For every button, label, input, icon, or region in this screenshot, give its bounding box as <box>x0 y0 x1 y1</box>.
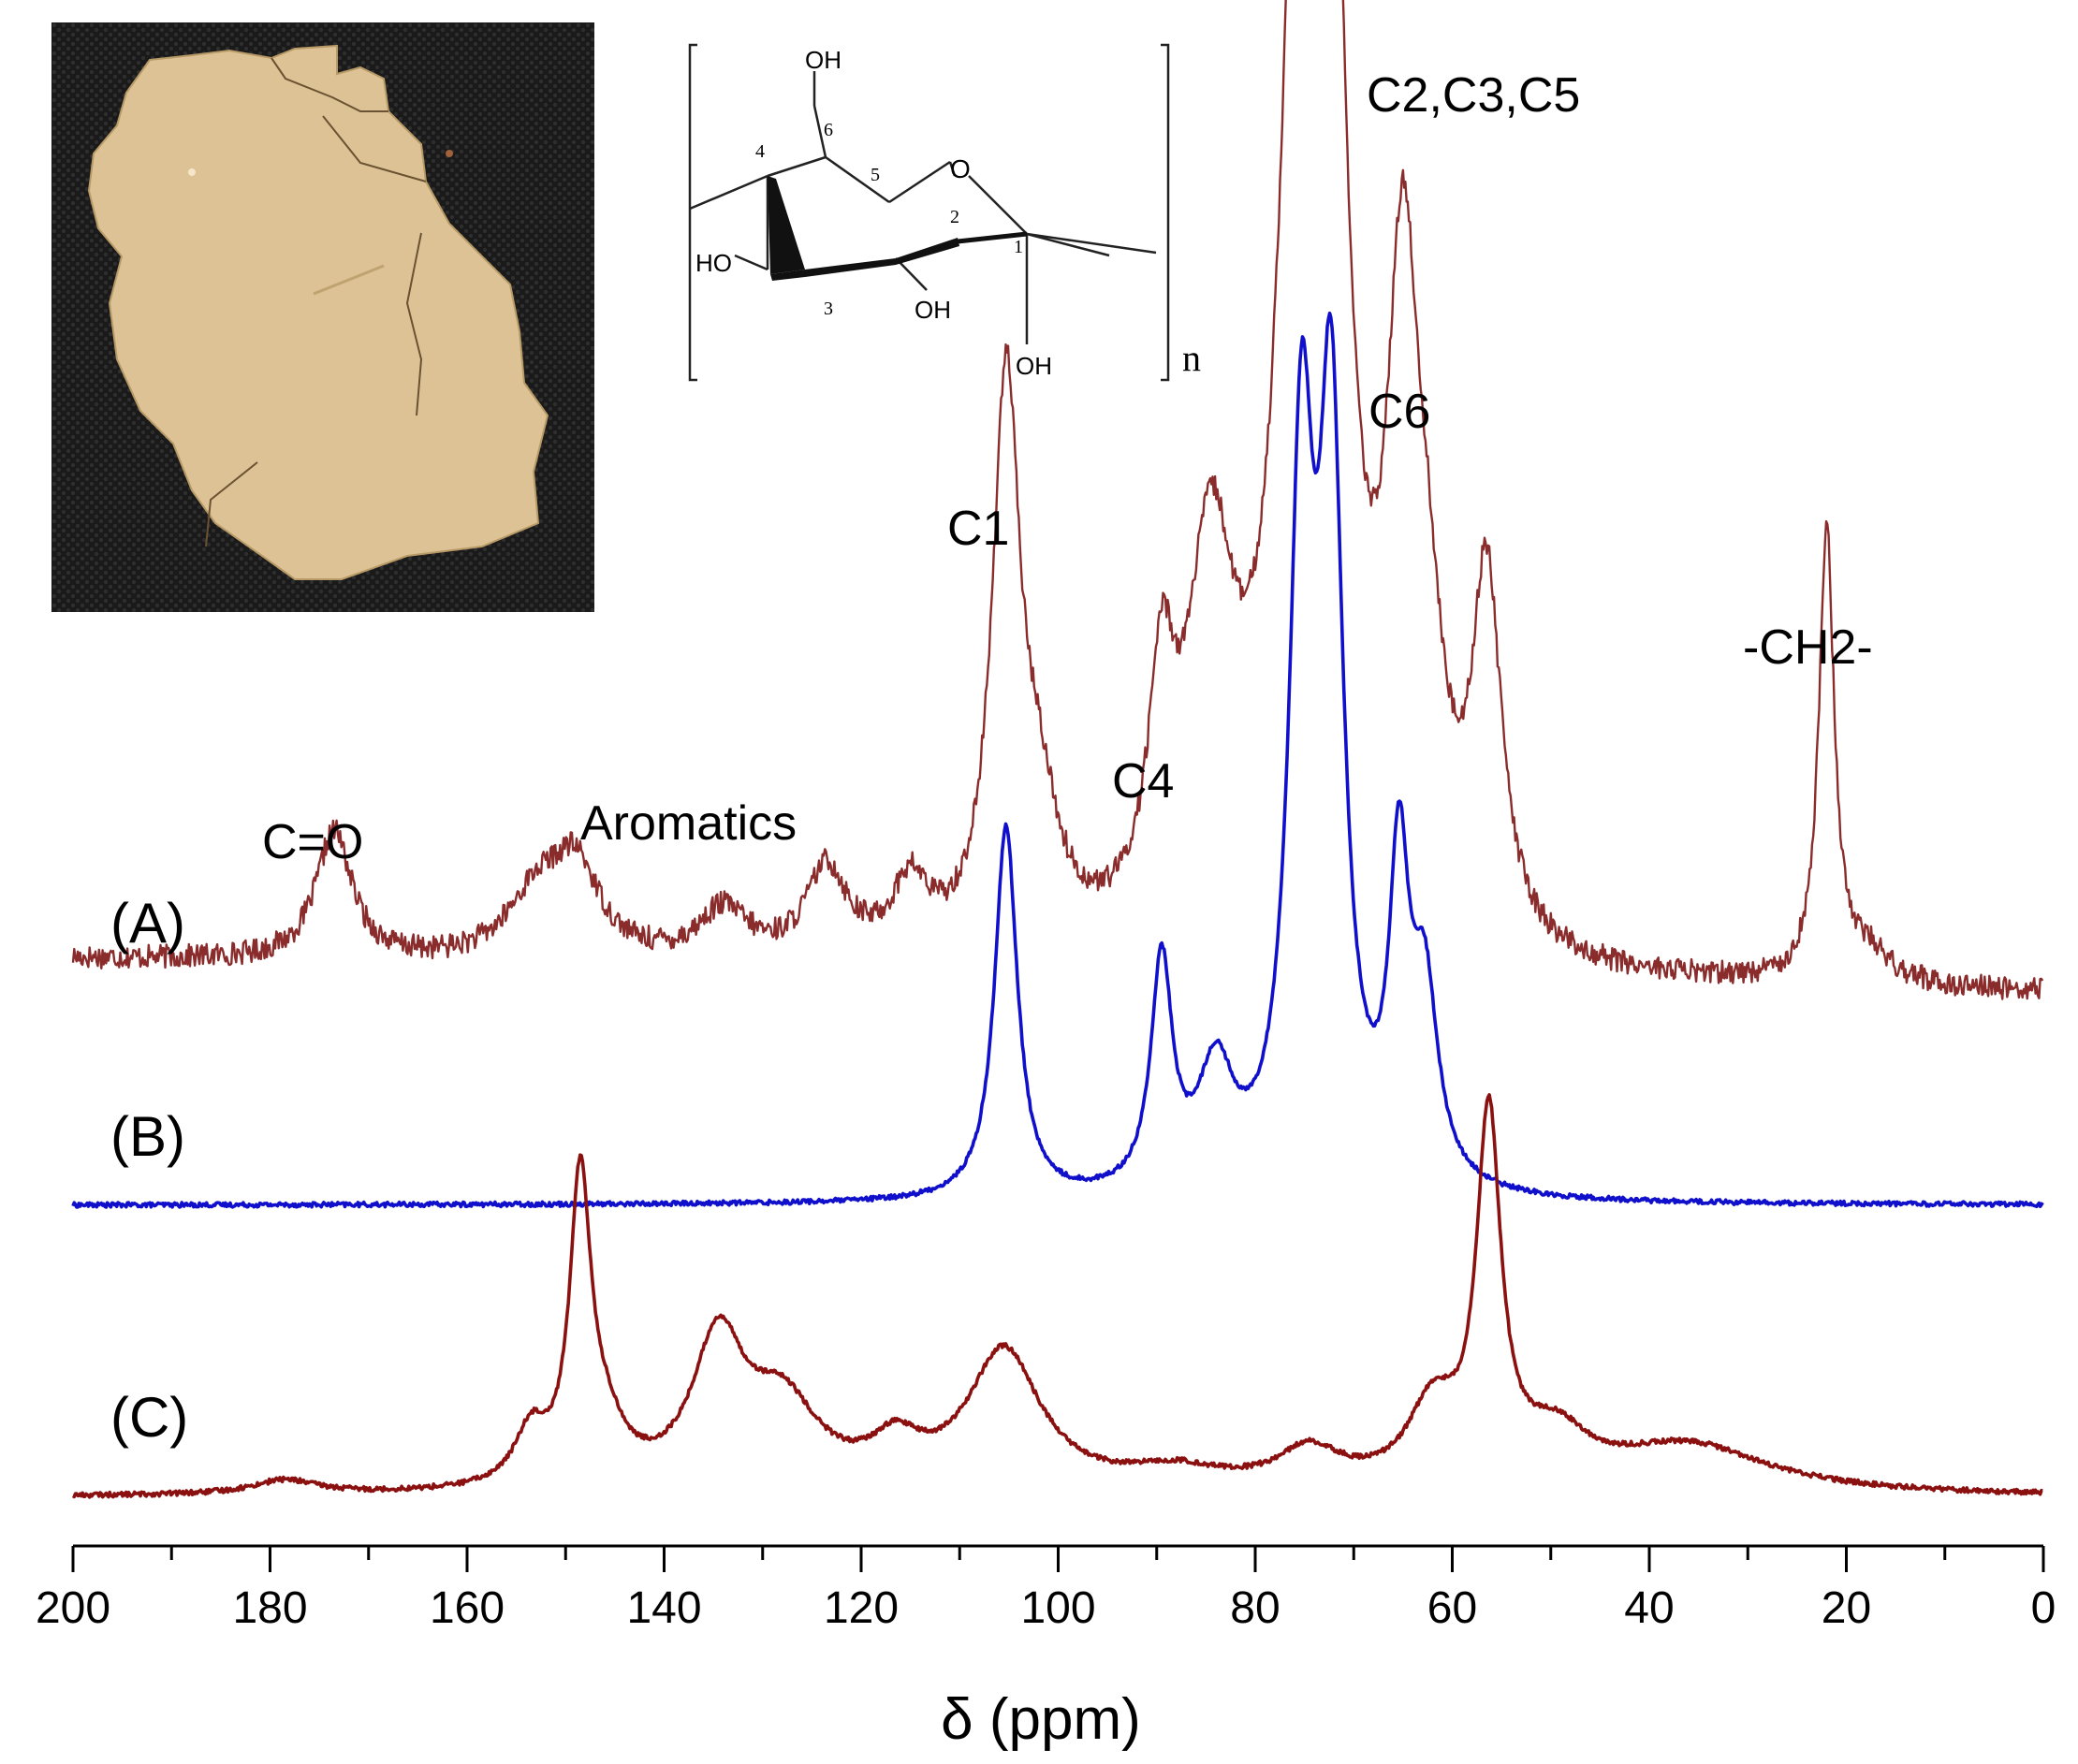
x-tick-label: 60 <box>1427 1583 1477 1633</box>
x-tick-label: 140 <box>626 1583 701 1633</box>
annotation-aromatics: Aromatics <box>580 796 798 851</box>
sample-speck <box>188 168 196 176</box>
x-tick-label: 80 <box>1230 1583 1280 1633</box>
annotation-c6: C6 <box>1368 385 1431 439</box>
x-tick-label: 160 <box>430 1583 505 1633</box>
x-tick-label: 100 <box>1020 1583 1095 1633</box>
atom-3: 3 <box>824 299 833 319</box>
cellulose-structure: OH O HO OH OH n 4 6 5 2 1 3 <box>688 43 1201 382</box>
x-tick-label: 0 <box>2031 1583 2056 1633</box>
annotation-c1: C1 <box>947 502 1010 556</box>
atom-5: 5 <box>871 165 880 185</box>
ho-c3: HO <box>695 249 732 277</box>
sample-photo <box>51 22 594 612</box>
x-axis-title: δ (ppm) <box>941 1687 1141 1752</box>
oh-c1: OH <box>1016 352 1052 380</box>
atom-2: 2 <box>950 207 959 227</box>
atom-6: 6 <box>824 120 833 140</box>
x-tick-label: 40 <box>1624 1583 1674 1633</box>
trace-label-a: (A) <box>110 892 185 955</box>
x-tick-label: 180 <box>232 1583 307 1633</box>
structure-bonds <box>688 43 1170 382</box>
x-tick-label: 120 <box>824 1583 899 1633</box>
x-tick-label: 20 <box>1822 1583 1871 1633</box>
trace-label-b: (B) <box>110 1105 185 1168</box>
annotation-carbonyl: C=O <box>262 815 364 869</box>
spectrum-trace-c <box>71 1093 2043 1499</box>
ring-oxygen: O <box>950 154 971 183</box>
atom-4: 4 <box>755 141 765 162</box>
atom-1: 1 <box>1014 237 1023 257</box>
x-axis: 200 180 160 140 120 100 80 60 40 20 0 <box>36 1544 2056 1633</box>
oh-top: OH <box>805 46 841 74</box>
wedge-bond <box>768 176 805 274</box>
annotation-ch2: -CH2- <box>1743 620 1873 675</box>
x-tick-label: 200 <box>36 1583 110 1633</box>
trace-label-c: (C) <box>110 1386 189 1449</box>
annotation-c4: C4 <box>1112 754 1175 809</box>
oh-c2: OH <box>915 296 951 324</box>
repeat-n: n <box>1182 337 1201 379</box>
sample-speck <box>446 150 453 157</box>
wedge-bond <box>896 238 959 265</box>
annotation-c2-c3-c5: C2,C3,C5 <box>1367 68 1581 123</box>
